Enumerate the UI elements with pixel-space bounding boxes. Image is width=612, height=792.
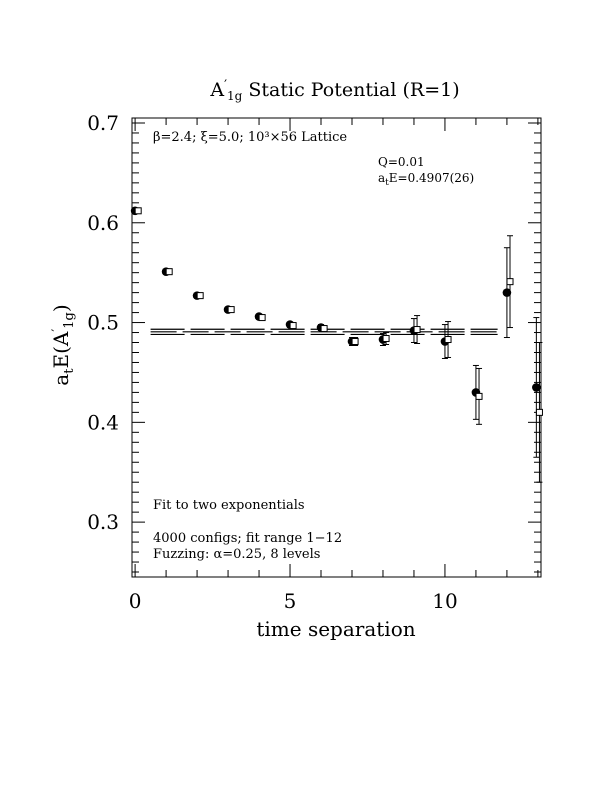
axis-tick-labels: 0 5 10 0.3 0.4 0.5 0.6 0.7	[87, 111, 457, 613]
x-tick-label: 0	[129, 589, 142, 613]
y-tick-label: 0.7	[87, 111, 119, 135]
point-square	[382, 335, 390, 343]
y-axis-label: atE(A′1g)	[49, 304, 77, 385]
point-square	[227, 306, 235, 314]
point-square	[444, 336, 452, 344]
fuzzing-annotation: Fuzzing: α=0.25, 8 levels	[153, 547, 320, 562]
point-square	[289, 322, 297, 330]
y-tick-label: 0.6	[87, 211, 119, 235]
point-square	[506, 278, 514, 286]
y-tick-label: 0.3	[87, 510, 119, 534]
point-square	[351, 338, 359, 346]
plot-frame	[131, 117, 542, 578]
q-annotation: Q=0.01	[378, 155, 425, 169]
point-square	[258, 314, 266, 322]
point-square	[165, 268, 173, 276]
x-tick-label: 10	[432, 589, 457, 613]
point-square	[475, 392, 483, 400]
point-square	[535, 408, 543, 416]
y-tick-label: 0.5	[87, 311, 119, 335]
configs-annotation: 4000 configs; fit range 1−12	[153, 531, 342, 546]
fit-annotation: Fit to two exponentials	[153, 498, 305, 513]
point-square	[320, 325, 328, 333]
point-square	[134, 207, 142, 215]
chart-title: A′1g Static Potential (R=1)	[209, 78, 459, 103]
point-square	[413, 326, 421, 334]
title-prime: ′	[224, 78, 227, 93]
point-circle	[532, 383, 541, 392]
point-circle	[502, 288, 512, 297]
title-rest: Static Potential (R=1)	[242, 79, 459, 101]
axis-ticks	[132, 118, 541, 577]
data-points	[130, 206, 543, 483]
energy-annotation: atE=0.4907(26)	[378, 171, 474, 188]
x-axis-label: time separation	[256, 617, 415, 641]
lattice-annotation: β=2.4; ξ=5.0; 10³×56 Lattice	[153, 130, 347, 145]
y-tick-label: 0.4	[87, 410, 119, 434]
title-main: A	[209, 79, 224, 101]
point-square	[196, 292, 204, 300]
x-tick-label: 5	[284, 589, 297, 613]
title-sub: 1g	[227, 89, 243, 103]
